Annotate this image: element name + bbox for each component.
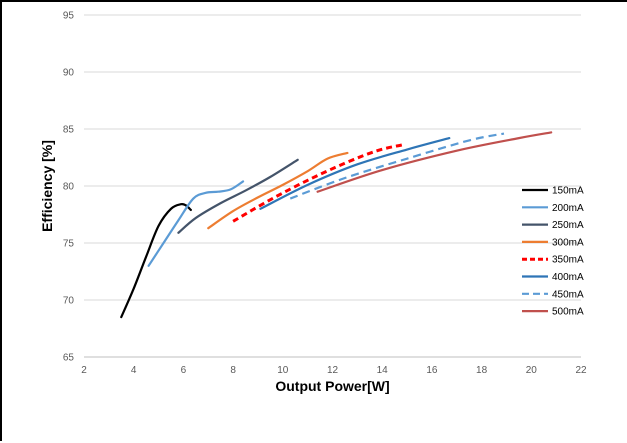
x-tick-labels: 2 4 6 8 10 12 14 16 18 20 22 [81,365,587,376]
x-tick-6: 6 [181,365,187,376]
series-line-450mA [289,132,505,200]
x-tick-22: 22 [575,365,587,376]
y-tick-labels: 65 70 75 80 85 90 95 [63,11,75,364]
x-tick-14: 14 [377,365,389,376]
series-line-350mA [232,143,403,223]
series-line-250mA [177,158,299,234]
y-tick-65: 65 [63,353,75,364]
series-line-500mA [316,131,553,193]
series-line-200mA [147,180,245,267]
series-line-400mA [259,137,451,210]
series-line-300mA [207,151,349,230]
series-line-150mA [120,202,192,319]
x-tick-4: 4 [131,365,137,376]
y-tick-80: 80 [63,182,75,193]
legend-label-250mA: 250mA [552,220,584,231]
series-lines [120,131,553,319]
y-tick-95: 95 [63,11,75,22]
x-tick-10: 10 [277,365,289,376]
legend: 150mA 200mA 250mA 300mA 350mA 400mA 450mA 500mA [522,186,584,318]
x-tick-12: 12 [327,365,339,376]
y-tick-70: 70 [63,296,75,307]
legend-label-400mA: 400mA [552,272,584,283]
legend-label-350mA: 350mA [552,255,584,266]
x-tick-20: 20 [526,365,538,376]
legend-label-150mA: 150mA [552,186,584,197]
legend-label-500mA: 500mA [552,307,584,318]
x-tick-18: 18 [476,365,488,376]
legend-label-300mA: 300mA [552,237,584,248]
y-tick-85: 85 [63,125,75,136]
x-tick-8: 8 [230,365,236,376]
x-tick-16: 16 [426,365,438,376]
y-tick-75: 75 [63,239,75,250]
y-axis-title: Efficiency [%] [39,140,55,232]
x-axis-title: Output Power[W] [275,378,389,394]
x-tick-2: 2 [81,365,87,376]
y-tick-90: 90 [63,68,75,79]
legend-label-200mA: 200mA [552,203,584,214]
legend-label-450mA: 450mA [552,289,584,300]
